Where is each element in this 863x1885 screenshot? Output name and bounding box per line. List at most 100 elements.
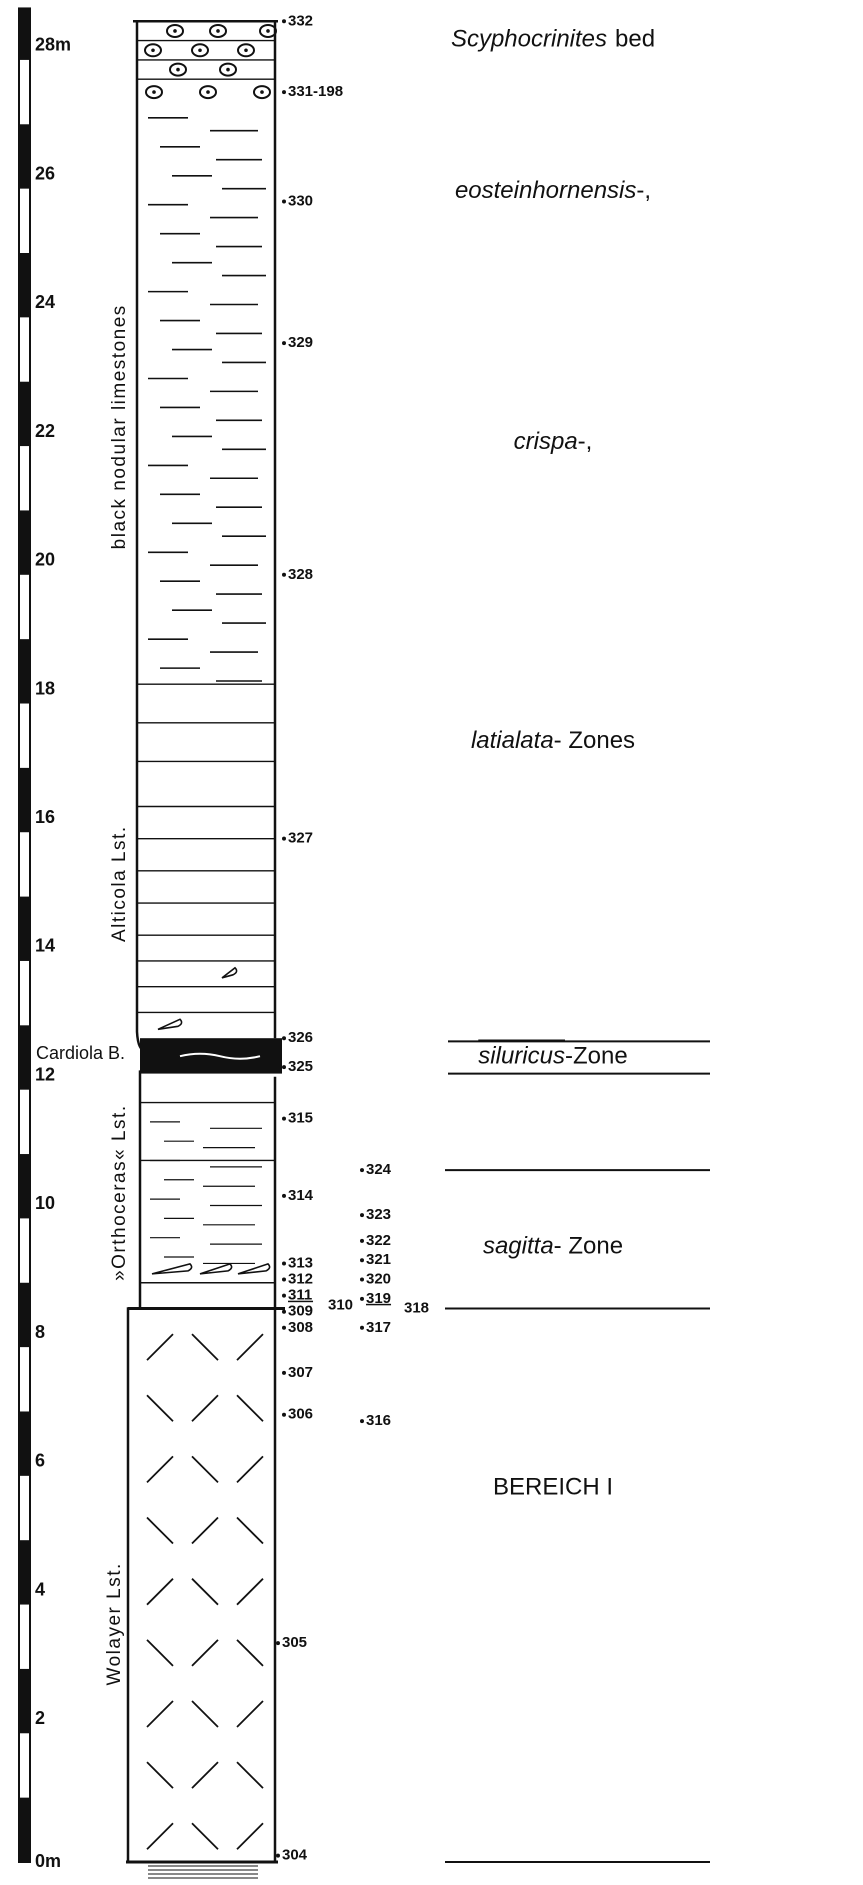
- crinoid-center: [226, 67, 230, 72]
- limestone-symbol: [146, 1700, 174, 1728]
- sample-label: 316: [366, 1412, 391, 1429]
- limestone-symbol: [191, 1822, 219, 1850]
- sample-label: 331-198: [288, 83, 343, 100]
- sample-label: 332: [288, 12, 313, 29]
- sample-dot: [282, 572, 286, 577]
- zone-name: Scyphocrinites: [451, 26, 607, 53]
- sample-label: 321: [366, 1251, 391, 1268]
- sample-label: 330: [288, 192, 313, 209]
- sample-label: 327: [288, 830, 313, 847]
- scale-segment: [19, 381, 30, 447]
- limestone-symbol: [146, 1333, 174, 1361]
- scale-segment: [19, 8, 30, 60]
- scale-label: 22: [35, 421, 55, 441]
- zone-name: siluricus: [478, 1043, 565, 1070]
- lithology-label: Wolayer Lst.: [104, 1562, 125, 1685]
- crinoid-center: [176, 67, 180, 72]
- scale-segment: [19, 253, 30, 318]
- sample-dot: [282, 19, 286, 24]
- sample-label: 310: [328, 1296, 353, 1313]
- scale-segment: [19, 124, 30, 189]
- zone-suffix: - Zone: [554, 1233, 623, 1260]
- labels: black nodular limestones Alticola Lst. »Or…: [36, 12, 710, 1864]
- sample-dot: [276, 1853, 280, 1858]
- limestone-symbol: [146, 1394, 174, 1422]
- limestone-symbol: [236, 1516, 264, 1545]
- scale-label: 0m: [35, 1851, 61, 1871]
- sample-label: 319: [366, 1290, 391, 1307]
- scale-label: 14: [35, 936, 55, 956]
- sample-dot: [360, 1277, 364, 1282]
- sample-label: 312: [288, 1271, 313, 1288]
- sample-label: 306: [288, 1406, 313, 1423]
- limestone-symbol: [236, 1761, 264, 1789]
- sample-label: 315: [288, 1110, 313, 1127]
- sample-dot: [282, 1370, 286, 1375]
- crinoid: [259, 23, 277, 38]
- limestone-symbol: [191, 1455, 219, 1484]
- scale-label: 10: [35, 1193, 55, 1213]
- sample-dot: [282, 1065, 286, 1070]
- sample-dot: [360, 1258, 364, 1263]
- sample-label: 322: [366, 1232, 391, 1249]
- scale-label: 6: [35, 1451, 45, 1471]
- sample-label: 317: [366, 1319, 391, 1336]
- orthocone: [237, 1262, 271, 1275]
- crinoid: [237, 43, 255, 58]
- crinoid: [199, 85, 217, 100]
- scale-segment: [19, 639, 30, 704]
- sample-label: 323: [366, 1206, 391, 1223]
- scale-segment: [19, 896, 30, 961]
- sample-dot: [282, 1277, 286, 1282]
- scale-label: 20: [35, 550, 55, 570]
- crinoid-center: [266, 29, 270, 33]
- limestone-symbol: [146, 1578, 174, 1606]
- sample-label: 326: [288, 1029, 313, 1046]
- crinoid: [166, 23, 184, 38]
- zone-suffix: - Zones: [554, 727, 635, 754]
- crinoid-center: [152, 90, 156, 94]
- column-outline: [126, 21, 277, 1862]
- sample-label: 313: [288, 1254, 313, 1271]
- sample-dot: [282, 836, 286, 841]
- zone-label: latialata- Zones: [471, 727, 635, 754]
- limestone-symbol: [191, 1578, 219, 1606]
- zone-suffix: -,: [636, 177, 651, 204]
- sample-dot: [282, 341, 286, 346]
- limestone-symbol: [191, 1394, 219, 1422]
- crinoid: [169, 62, 187, 77]
- sample-dot: [282, 1325, 286, 1330]
- orthocone: [157, 1018, 183, 1031]
- zone-label: siluricus-Zone: [478, 1043, 627, 1070]
- sample-label: 328: [288, 566, 313, 583]
- sample-label: 329: [288, 334, 313, 351]
- crinoid: [209, 23, 227, 38]
- sample-dot: [282, 1036, 286, 1041]
- sample-label: 314: [288, 1187, 314, 1204]
- scale-segment: [19, 1668, 30, 1734]
- limestone-symbol: [191, 1333, 219, 1361]
- sample-dot: [282, 90, 286, 95]
- sample-dot: [360, 1238, 364, 1243]
- scale-label: 12: [35, 1064, 55, 1084]
- sample-dot: [276, 1641, 280, 1646]
- zone-suffix: bed: [615, 26, 655, 53]
- sample-label: 307: [288, 1364, 313, 1381]
- crinoid-center: [216, 29, 220, 33]
- sample-dot: [282, 1261, 286, 1266]
- scale-label: 18: [35, 678, 55, 698]
- sample-dot: [360, 1419, 364, 1424]
- scale-segment: [19, 510, 30, 575]
- zone-name: eosteinhornensis: [455, 177, 636, 204]
- lithology-label: Cardiola B.: [36, 1043, 125, 1063]
- crinoid: [144, 43, 162, 58]
- scale-label: 16: [35, 807, 55, 827]
- orthocone: [151, 1262, 193, 1275]
- zone-suffix: -Zone: [565, 1043, 628, 1070]
- crinoid: [253, 85, 271, 100]
- sample-dot: [282, 1193, 286, 1198]
- sample-dot: [282, 1116, 286, 1121]
- cardiola-bed: [140, 1038, 282, 1074]
